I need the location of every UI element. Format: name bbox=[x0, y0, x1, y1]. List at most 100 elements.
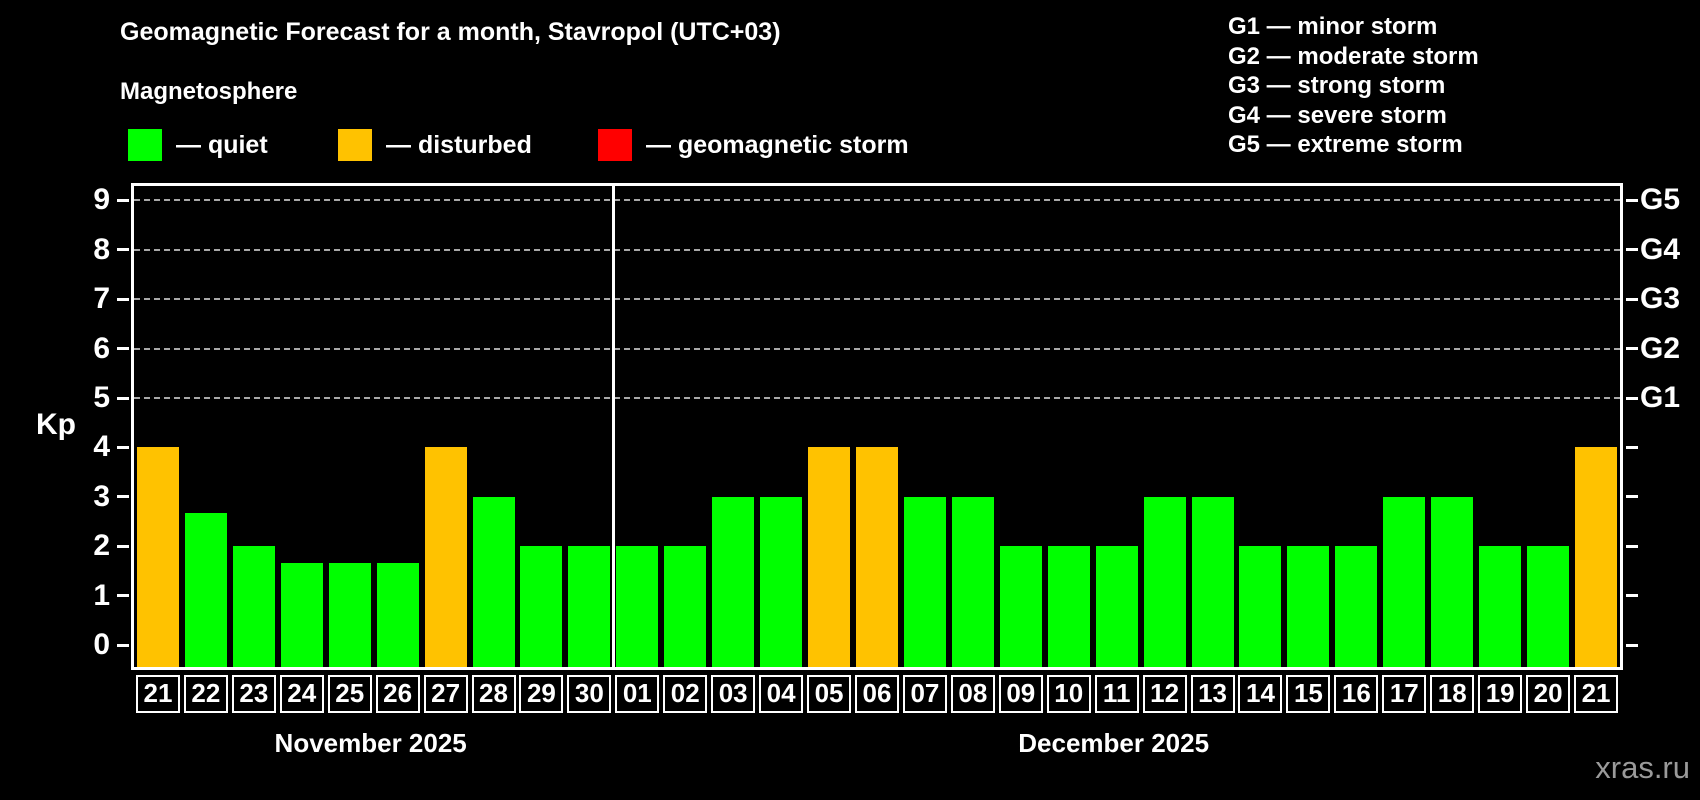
y-axis-tick-left-6 bbox=[117, 347, 129, 351]
g-axis-label-g5: G5 bbox=[1640, 183, 1681, 217]
gridline-kp-5 bbox=[134, 397, 1620, 399]
kp-bar-december-08 bbox=[951, 496, 994, 667]
y-axis-label-7: 7 bbox=[93, 282, 110, 316]
kp-bar-november-22 bbox=[184, 513, 227, 667]
date-cell-december-05: 05 bbox=[807, 675, 852, 713]
y-axis-tick-left-9 bbox=[117, 198, 129, 202]
legend-item-quiet: — quiet bbox=[128, 128, 268, 162]
date-cell-november-24: 24 bbox=[279, 675, 324, 713]
y-axis-label-6: 6 bbox=[93, 331, 110, 365]
kp-bar-december-16 bbox=[1335, 546, 1378, 667]
date-cell-december-21: 21 bbox=[1574, 675, 1619, 713]
y-axis-label-1: 1 bbox=[93, 578, 110, 612]
kp-bar-december-13 bbox=[1191, 496, 1234, 667]
kp-bar-december-03 bbox=[712, 496, 755, 667]
watermark-xras: xras.ru bbox=[1595, 750, 1690, 785]
kp-bar-december-09 bbox=[999, 546, 1042, 667]
date-cell-december-04: 04 bbox=[759, 675, 804, 713]
kp-bar-november-29 bbox=[520, 546, 563, 667]
month-label-november: November 2025 bbox=[274, 728, 467, 758]
y-axis-label-0: 0 bbox=[93, 628, 110, 661]
storm-color-swatch bbox=[598, 129, 632, 161]
date-cell-december-18: 18 bbox=[1430, 675, 1475, 713]
date-cell-november-28: 28 bbox=[471, 675, 516, 713]
date-cell-december-01: 01 bbox=[615, 675, 660, 713]
y-axis-tick-left-5 bbox=[117, 396, 129, 400]
page-title: Geomagnetic Forecast for a month, Stavro… bbox=[120, 18, 781, 46]
kp-bar-december-14 bbox=[1239, 546, 1282, 667]
kp-bar-december-05 bbox=[808, 447, 851, 667]
kp-bar-november-30 bbox=[568, 546, 611, 667]
kp-bar-december-04 bbox=[760, 496, 803, 667]
kp-bar-december-18 bbox=[1431, 496, 1474, 667]
y-axis-tick-right-6 bbox=[1626, 347, 1638, 351]
kp-bar-december-02 bbox=[664, 546, 707, 667]
date-cell-november-29: 29 bbox=[519, 675, 564, 713]
g2-legend-line: G2 — moderate storm bbox=[1228, 42, 1479, 70]
y-axis-tick-right-0 bbox=[1626, 643, 1638, 647]
g5-legend-line: G5 — extreme storm bbox=[1228, 131, 1463, 158]
disturbed-color-swatch bbox=[338, 129, 372, 161]
g-axis-label-g1: G1 bbox=[1640, 381, 1681, 414]
magnetosphere-subtitle: Magnetosphere bbox=[120, 78, 298, 105]
legend-item-disturbed: — disturbed bbox=[338, 128, 532, 162]
y-axis-title: Kp bbox=[36, 408, 76, 441]
date-cell-december-08: 08 bbox=[950, 675, 995, 713]
gridline-kp-9 bbox=[134, 199, 1620, 202]
y-axis-tick-left-4 bbox=[117, 445, 129, 449]
g4-legend-line: G4 — severe storm bbox=[1228, 101, 1447, 129]
y-axis-tick-left-1 bbox=[117, 594, 129, 598]
legend-item-storm: — geomagnetic storm bbox=[598, 128, 909, 162]
date-cell-december-02: 02 bbox=[663, 675, 708, 713]
y-axis-tick-right-4 bbox=[1626, 445, 1638, 449]
kp-bar-december-12 bbox=[1143, 496, 1186, 667]
kp-bar-november-23 bbox=[232, 546, 275, 667]
g-scale-legend: G1 — minor storm G2 — moderate storm G3 … bbox=[1228, 12, 1479, 160]
legend-label-storm: — geomagnetic storm bbox=[646, 130, 909, 159]
kp-bar-december-11 bbox=[1095, 546, 1138, 667]
kp-bar-december-21 bbox=[1575, 447, 1618, 667]
date-cell-december-11: 11 bbox=[1094, 675, 1139, 713]
date-cell-november-22: 22 bbox=[183, 675, 228, 713]
kp-bar-november-28 bbox=[472, 496, 515, 667]
date-cell-december-13: 13 bbox=[1190, 675, 1235, 713]
date-cell-december-03: 03 bbox=[711, 675, 756, 713]
y-axis-label-9: 9 bbox=[93, 183, 110, 217]
date-cell-december-20: 20 bbox=[1526, 675, 1571, 713]
gridline-kp-7 bbox=[134, 298, 1620, 301]
g-axis-label-g4: G4 bbox=[1640, 232, 1681, 266]
date-cell-december-12: 12 bbox=[1142, 675, 1187, 713]
y-axis-tick-right-2 bbox=[1626, 544, 1638, 548]
y-axis-tick-left-7 bbox=[117, 297, 129, 301]
y-axis-tick-left-8 bbox=[117, 248, 129, 252]
date-cell-december-16: 16 bbox=[1334, 675, 1379, 713]
y-axis-label-8: 8 bbox=[93, 232, 110, 266]
date-cell-december-17: 17 bbox=[1382, 675, 1427, 713]
quiet-color-swatch bbox=[128, 129, 162, 161]
y-axis-tick-right-3 bbox=[1626, 495, 1638, 499]
kp-bar-november-21 bbox=[136, 447, 179, 667]
g-axis-label-g2: G2 bbox=[1640, 331, 1681, 365]
kp-bar-december-20 bbox=[1527, 546, 1570, 667]
kp-bar-december-10 bbox=[1047, 546, 1090, 667]
y-axis-label-5: 5 bbox=[93, 381, 110, 414]
gridline-kp-8 bbox=[134, 248, 1620, 251]
y-axis-tick-left-2 bbox=[117, 544, 129, 548]
date-cell-december-15: 15 bbox=[1286, 675, 1331, 713]
date-cell-november-30: 30 bbox=[567, 675, 612, 713]
g1-legend-line: G1 — minor storm bbox=[1228, 13, 1438, 40]
date-cell-november-25: 25 bbox=[327, 675, 372, 713]
date-cell-november-23: 23 bbox=[231, 675, 276, 713]
date-cell-november-27: 27 bbox=[423, 675, 468, 713]
date-cell-december-14: 14 bbox=[1238, 675, 1283, 713]
kp-bar-november-26 bbox=[376, 562, 419, 667]
y-axis-tick-right-1 bbox=[1626, 594, 1638, 598]
y-axis-tick-right-5 bbox=[1626, 396, 1638, 400]
y-axis-label-2: 2 bbox=[93, 529, 110, 563]
date-cell-december-09: 09 bbox=[998, 675, 1043, 713]
legend-label-disturbed: — disturbed bbox=[386, 130, 532, 159]
month-divider-line bbox=[611, 186, 615, 667]
plot-area bbox=[131, 183, 1623, 670]
y-axis-label-3: 3 bbox=[93, 479, 110, 513]
